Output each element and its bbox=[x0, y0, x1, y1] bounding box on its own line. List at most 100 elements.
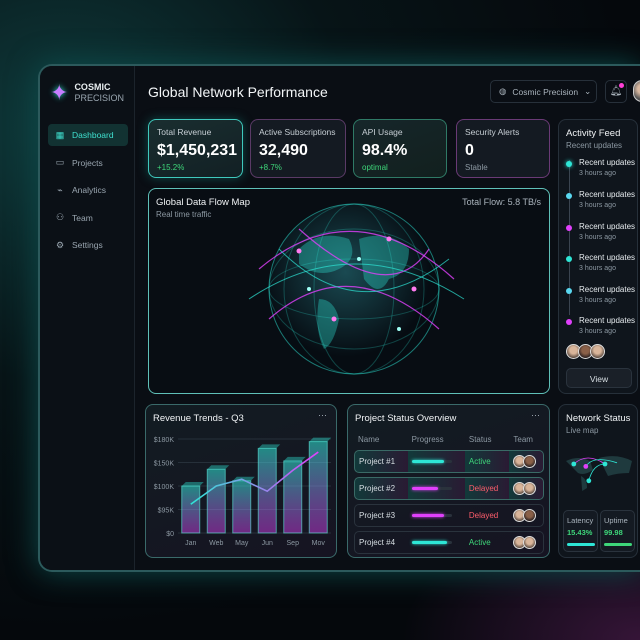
x-tick-label: Web bbox=[209, 540, 223, 547]
avatar bbox=[523, 509, 537, 522]
view-all-button[interactable]: View bbox=[566, 368, 632, 388]
global-map-panel: Global Data Flow Map Real time traffic T… bbox=[148, 188, 550, 394]
project-name: Project #4 bbox=[354, 531, 408, 554]
notification-badge bbox=[619, 83, 624, 88]
feed-time: 3 hours ago bbox=[579, 234, 616, 241]
globe-icon: ◍ bbox=[499, 86, 507, 96]
trend-line bbox=[190, 451, 319, 505]
feed-text: Recent updates bbox=[579, 253, 636, 262]
chart-icon: ⌁ bbox=[57, 184, 63, 195]
user-avatar[interactable] bbox=[633, 80, 640, 102]
panel-subtitle: Live map bbox=[566, 426, 599, 435]
stat-card-subscriptions: Active Subscriptions 32,490 +8.7% bbox=[250, 119, 346, 178]
more-options-button[interactable]: ··· bbox=[531, 410, 540, 420]
users-icon: ⚇ bbox=[55, 212, 65, 222]
feed-time: 3 hours ago bbox=[579, 297, 616, 304]
table-row[interactable]: Project #1 Active bbox=[354, 450, 544, 473]
feed-text: Recent updates bbox=[579, 285, 636, 294]
label: Analytics bbox=[72, 185, 107, 195]
table-row[interactable]: Project #2 Delayed bbox=[354, 477, 544, 500]
stat-change: optimal bbox=[362, 163, 388, 172]
label: Projects bbox=[72, 157, 103, 168]
notifications-button[interactable]: 🔔︎ bbox=[605, 80, 627, 103]
x-tick-label: May bbox=[235, 540, 249, 547]
col-header: Progress bbox=[411, 435, 444, 444]
sidebar-item-projects[interactable]: ▭ Projects bbox=[48, 152, 128, 174]
project-table-wrap: Name Progress Status Team Project #1 Active P… bbox=[348, 405, 551, 555]
status-badge: Active bbox=[464, 531, 510, 554]
status-dot bbox=[566, 319, 572, 325]
x-tick-label: Jun bbox=[262, 540, 273, 547]
avatar bbox=[523, 536, 537, 549]
status-dot bbox=[566, 256, 572, 262]
chevron-down-icon: ⌄ bbox=[584, 86, 592, 96]
y-tick-label: $100K bbox=[154, 484, 175, 491]
feed-text: Recent updates bbox=[579, 190, 636, 199]
avatar bbox=[523, 455, 537, 468]
feed-time: 3 hours ago bbox=[579, 265, 616, 272]
stat-card-security: Security Alerts 0 Stable bbox=[456, 119, 550, 178]
sidebar-item-team[interactable]: ⚇ Team bbox=[48, 207, 128, 229]
project-status-panel: Project Status Overview ··· Name Progress… bbox=[347, 404, 550, 558]
y-tick-label: $180K bbox=[154, 437, 175, 444]
metric-bar bbox=[604, 543, 632, 546]
table-row[interactable]: Project #4 Active bbox=[354, 531, 544, 554]
project-name: Project #1 bbox=[354, 450, 408, 473]
x-tick-label: Jan bbox=[185, 540, 196, 547]
sidebar-item-settings[interactable]: ⚙ Settings bbox=[48, 234, 128, 256]
sidebar-item-dashboard[interactable]: ▦ Dashboard bbox=[48, 124, 128, 146]
feed-time: 3 hours ago bbox=[579, 170, 616, 177]
stat-value: 98.4% bbox=[362, 142, 408, 159]
y-tick-label: $0 bbox=[166, 531, 174, 538]
progress-bar bbox=[411, 514, 452, 517]
metric-label: Latency bbox=[567, 516, 594, 525]
project-name: Project #3 bbox=[354, 504, 408, 527]
team-cell bbox=[509, 477, 544, 500]
status-dot bbox=[566, 225, 572, 231]
status-badge: Delayed bbox=[464, 477, 510, 500]
progress-bar bbox=[411, 487, 452, 490]
latency-metric: Latency 15.43% bbox=[563, 510, 598, 552]
more-options-button[interactable]: ··· bbox=[318, 410, 327, 420]
bar bbox=[206, 468, 226, 534]
team-avatars bbox=[566, 344, 605, 359]
network-status-panel: Network Status Live map Latency 15.43% Up… bbox=[558, 404, 638, 558]
progress-fill bbox=[411, 487, 438, 490]
activity-feed-panel: Activity Feed Recent updates Recent upda… bbox=[558, 119, 638, 394]
folder-icon: ▭ bbox=[55, 157, 65, 167]
metric-value: 99.98 bbox=[604, 528, 623, 537]
table-row[interactable]: Project #3 Delayed bbox=[354, 504, 544, 527]
x-tick-label: Mov bbox=[312, 540, 326, 547]
panel-title: Project Status Overview bbox=[355, 413, 457, 424]
sidebar-nav: ▦ Dashboard ▭ Projects ⌁ Analytics ⚇ Team ⚙ S… bbox=[48, 124, 128, 262]
bar-top bbox=[181, 482, 204, 486]
stat-label: API Usage bbox=[362, 127, 403, 137]
bar bbox=[181, 485, 201, 534]
stat-label: Total Revenue bbox=[157, 127, 212, 137]
bar bbox=[283, 460, 303, 534]
stat-card-api: API Usage 98.4% optimal bbox=[353, 119, 447, 178]
page-title: Global Network Performance bbox=[148, 84, 328, 100]
org-selector[interactable]: ◍ Cosmic Precision ⌄ bbox=[490, 80, 597, 103]
sidebar-item-analytics[interactable]: ⌁ Analytics bbox=[48, 179, 128, 201]
status-badge: Active bbox=[464, 450, 510, 473]
panel-subtitle: Recent updates bbox=[566, 141, 623, 150]
progress-fill bbox=[411, 460, 444, 463]
brand-line1: COSMIC bbox=[74, 82, 111, 92]
total-flow: Total Flow: 5.8 TB/s bbox=[462, 197, 541, 207]
avatar bbox=[523, 482, 537, 495]
stat-label: Active Subscriptions bbox=[259, 127, 336, 137]
stat-change: Stable bbox=[465, 163, 488, 172]
stat-value: 32,490 bbox=[259, 142, 308, 159]
progress-fill bbox=[411, 514, 445, 517]
globe-illustration bbox=[248, 203, 465, 375]
panel-title: Global Data Flow Map bbox=[156, 197, 250, 208]
gear-icon: ⚙ bbox=[55, 239, 65, 250]
stat-card-revenue: Total Revenue $1,450,231 +15.2% bbox=[148, 119, 243, 178]
feed-text: Recent updates bbox=[579, 316, 636, 325]
y-tick-label: $150K bbox=[154, 461, 175, 468]
bar-top bbox=[207, 465, 230, 470]
stat-change: +15.2% bbox=[157, 163, 185, 172]
metric-label: Uptime bbox=[604, 516, 628, 525]
grid-icon: ▦ bbox=[55, 129, 65, 140]
